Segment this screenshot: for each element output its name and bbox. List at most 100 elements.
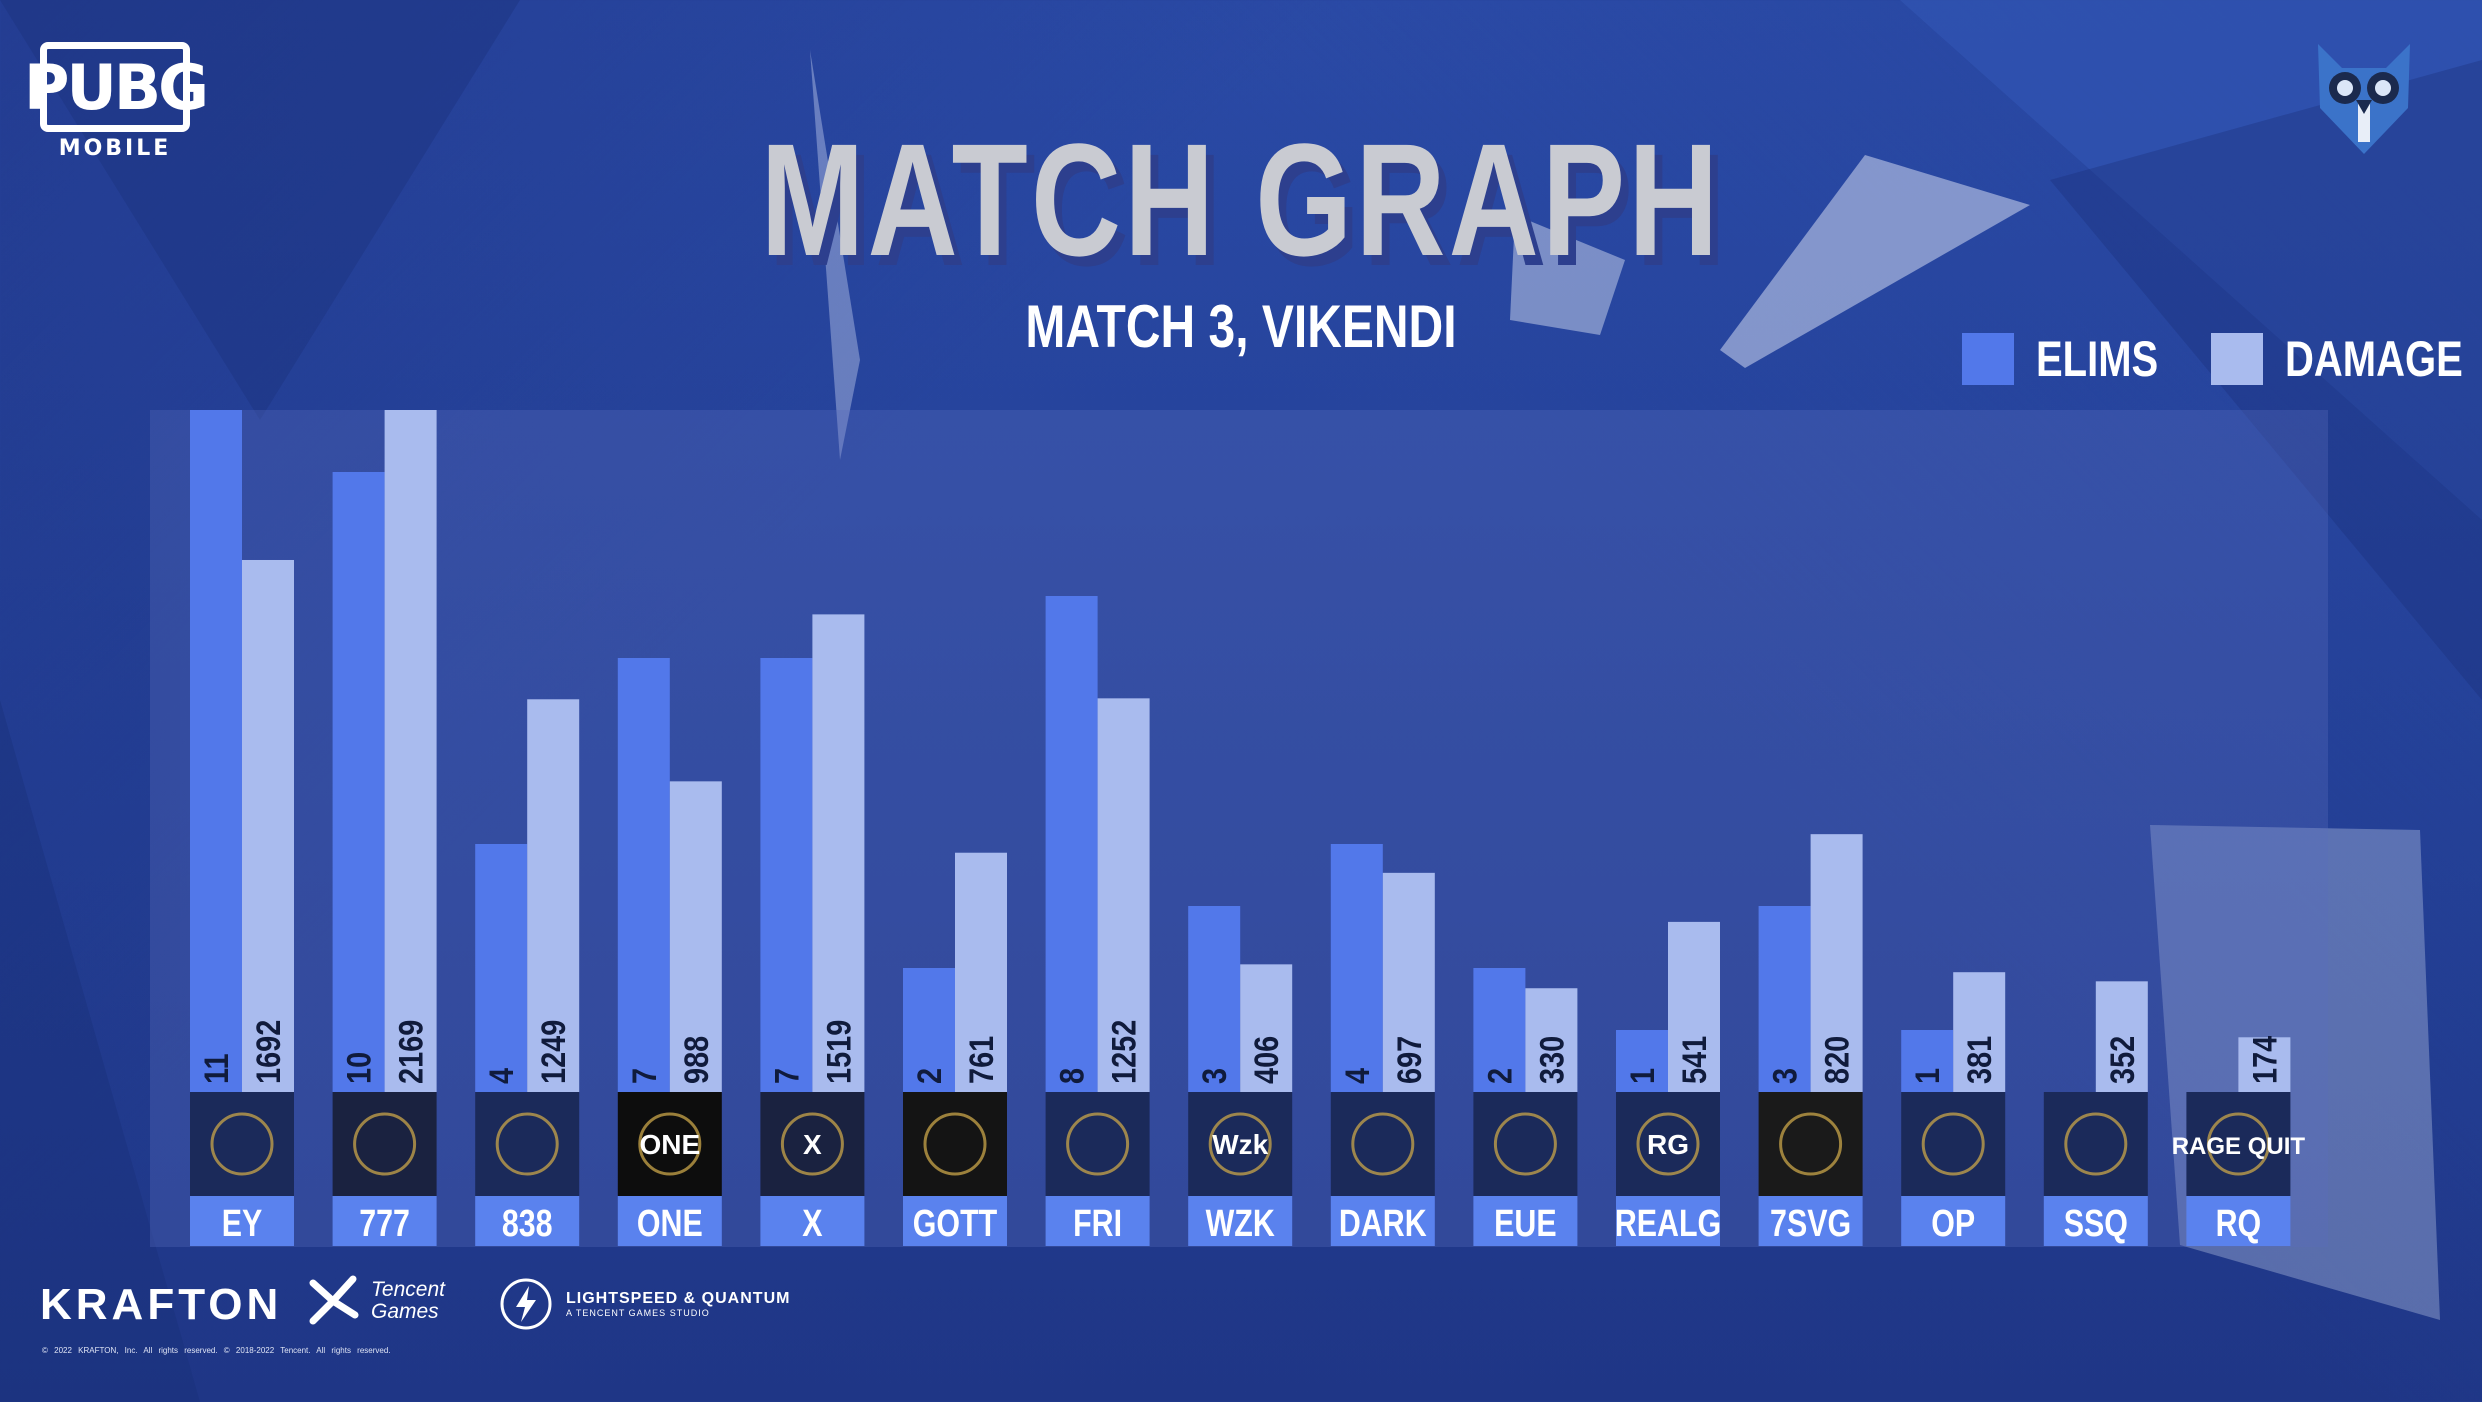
category-tile-ssq xyxy=(2043,1196,2148,1246)
bar-elims-dark xyxy=(1330,844,1383,1092)
team-logo-ssq xyxy=(2043,1092,2148,1196)
team-logo-text-wzk: Wzk xyxy=(1212,1129,1268,1160)
legend-swatch-elims xyxy=(1962,333,2014,385)
category-label-one: ONE xyxy=(637,1203,703,1245)
tencent-line-2: Games xyxy=(371,1300,439,1323)
bar-elims-ey xyxy=(190,410,242,1092)
category-label-gott: GOTT xyxy=(913,1203,997,1245)
pubg-mobile-logo: PUBG MOBILE xyxy=(24,42,209,162)
team-logo-text-one: ONE xyxy=(639,1129,700,1160)
category-tile-eue xyxy=(1473,1196,1578,1246)
category-tile-gott xyxy=(903,1196,1007,1246)
pubg-logo-subtext: MOBILE xyxy=(58,136,172,161)
legend-item-elims: ELIMS xyxy=(1962,330,2189,388)
data-label-damage-dark: 697 xyxy=(1390,1036,1429,1084)
team-logo-emblem-ssq xyxy=(2064,1112,2128,1176)
data-label-elims-gott: 2 xyxy=(910,1068,949,1084)
tencent-line-1: Tencent xyxy=(371,1278,445,1301)
legend-swatch-damage xyxy=(2210,333,2263,385)
bar-damage-ssq xyxy=(2095,981,2148,1092)
lq-line-2: A TENCENT GAMES STUDIO xyxy=(566,1308,710,1318)
category-label-rq: RQ xyxy=(2216,1203,2262,1245)
category-tile-777 xyxy=(332,1196,437,1246)
bar-damage-ey xyxy=(242,559,294,1092)
bar-damage-838 xyxy=(527,699,580,1092)
bar-damage-x xyxy=(812,614,865,1092)
category-tile-dark xyxy=(1330,1196,1435,1246)
data-label-elims-realg: 1 xyxy=(1623,1068,1662,1084)
bar-elims-838 xyxy=(475,844,528,1092)
bar-damage-eue xyxy=(1525,988,1578,1092)
team-logo-emblem-gott xyxy=(923,1112,987,1176)
pubg-logo-text: PUBG xyxy=(24,42,209,132)
data-label-elims-eue: 2 xyxy=(1480,1068,1519,1084)
bar-damage-dark xyxy=(1382,872,1435,1092)
team-logo-one xyxy=(617,1092,722,1196)
bar-damage-rq xyxy=(2238,1037,2291,1092)
data-label-elims-wzk: 3 xyxy=(1195,1068,1234,1084)
bar-elims-eue xyxy=(1473,968,1526,1092)
bar-damage-one xyxy=(669,781,722,1092)
category-tile-realg xyxy=(1616,1196,1720,1246)
data-label-damage-ssq: 352 xyxy=(2103,1036,2142,1084)
category-tile-one xyxy=(617,1196,722,1246)
bar-elims-x xyxy=(760,658,813,1092)
team-logo-op xyxy=(1901,1092,2006,1196)
legend-label-damage: DAMAGE xyxy=(2284,331,2463,387)
category-label-838: 838 xyxy=(502,1203,553,1245)
data-label-damage-wzk: 406 xyxy=(1247,1036,1286,1084)
team-logo-7svg xyxy=(1758,1092,1863,1196)
team-logo-emblem-fri xyxy=(1066,1112,1130,1176)
category-label-7svg: 7SVG xyxy=(1770,1203,1851,1245)
category-tile-7svg xyxy=(1758,1196,1863,1246)
bar-damage-wzk xyxy=(1240,964,1293,1092)
team-logo-777 xyxy=(332,1092,437,1196)
bar-elims-gott xyxy=(903,968,955,1092)
krafton-logo: KRAFTON xyxy=(40,1280,283,1329)
data-label-elims-838: 4 xyxy=(482,1068,521,1084)
team-logo-gott xyxy=(903,1092,1007,1196)
data-label-elims-one: 7 xyxy=(625,1068,664,1084)
page-subtitle: MATCH 3, VIKENDI xyxy=(1025,293,1457,360)
bar-elims-one xyxy=(617,658,670,1092)
team-logo-text-x: X xyxy=(803,1129,822,1160)
team-logo-ey xyxy=(190,1092,294,1196)
team-logo-emblem-777 xyxy=(353,1112,417,1176)
owl-icon xyxy=(2318,44,2410,154)
team-logo-wzk xyxy=(1188,1092,1293,1196)
bar-elims-realg xyxy=(1616,1030,1668,1092)
data-label-elims-ey: 11 xyxy=(197,1053,236,1084)
data-label-damage-realg: 541 xyxy=(1675,1036,1714,1084)
bar-damage-fri xyxy=(1097,698,1150,1092)
team-logo-emblem-dark xyxy=(1351,1112,1415,1176)
team-logo-emblem-one xyxy=(638,1112,702,1176)
data-label-elims-op: 1 xyxy=(1908,1068,1947,1084)
lightning-icon xyxy=(500,1278,552,1330)
legend-label-elims: ELIMS xyxy=(2036,331,2159,387)
bar-damage-7svg xyxy=(1810,834,1863,1092)
team-logo-text-realg: RG xyxy=(1647,1129,1689,1160)
category-tile-ey xyxy=(190,1196,294,1246)
team-logo-emblem-realg xyxy=(1636,1112,1700,1176)
lq-line-1: LIGHTSPEED & QUANTUM xyxy=(566,1290,791,1307)
page-title: MATCH GRAPH xyxy=(760,110,1722,289)
bar-elims-777 xyxy=(332,472,385,1092)
legend-item-damage: DAMAGE xyxy=(2210,330,2482,388)
team-logo-emblem-eue xyxy=(1493,1112,1557,1176)
data-label-elims-fri: 8 xyxy=(1052,1068,1091,1084)
category-tile-x xyxy=(760,1196,865,1246)
data-label-damage-838: 1249 xyxy=(534,1020,573,1084)
data-label-damage-fri: 1252 xyxy=(1104,1020,1143,1084)
data-label-damage-gott: 761 xyxy=(962,1036,1001,1084)
team-logo-emblem-wzk xyxy=(1208,1112,1272,1176)
category-tile-op xyxy=(1901,1196,2006,1246)
category-label-fri: FRI xyxy=(1073,1203,1122,1245)
category-label-ey: EY xyxy=(222,1203,263,1245)
team-logo-rq xyxy=(2186,1092,2291,1196)
category-label-wzk: WZK xyxy=(1206,1203,1275,1245)
team-logo-emblem-838 xyxy=(495,1112,559,1176)
category-label-eue: EUE xyxy=(1494,1203,1557,1245)
data-label-damage-x: 1519 xyxy=(819,1020,858,1084)
data-label-damage-7svg: 820 xyxy=(1817,1036,1856,1084)
